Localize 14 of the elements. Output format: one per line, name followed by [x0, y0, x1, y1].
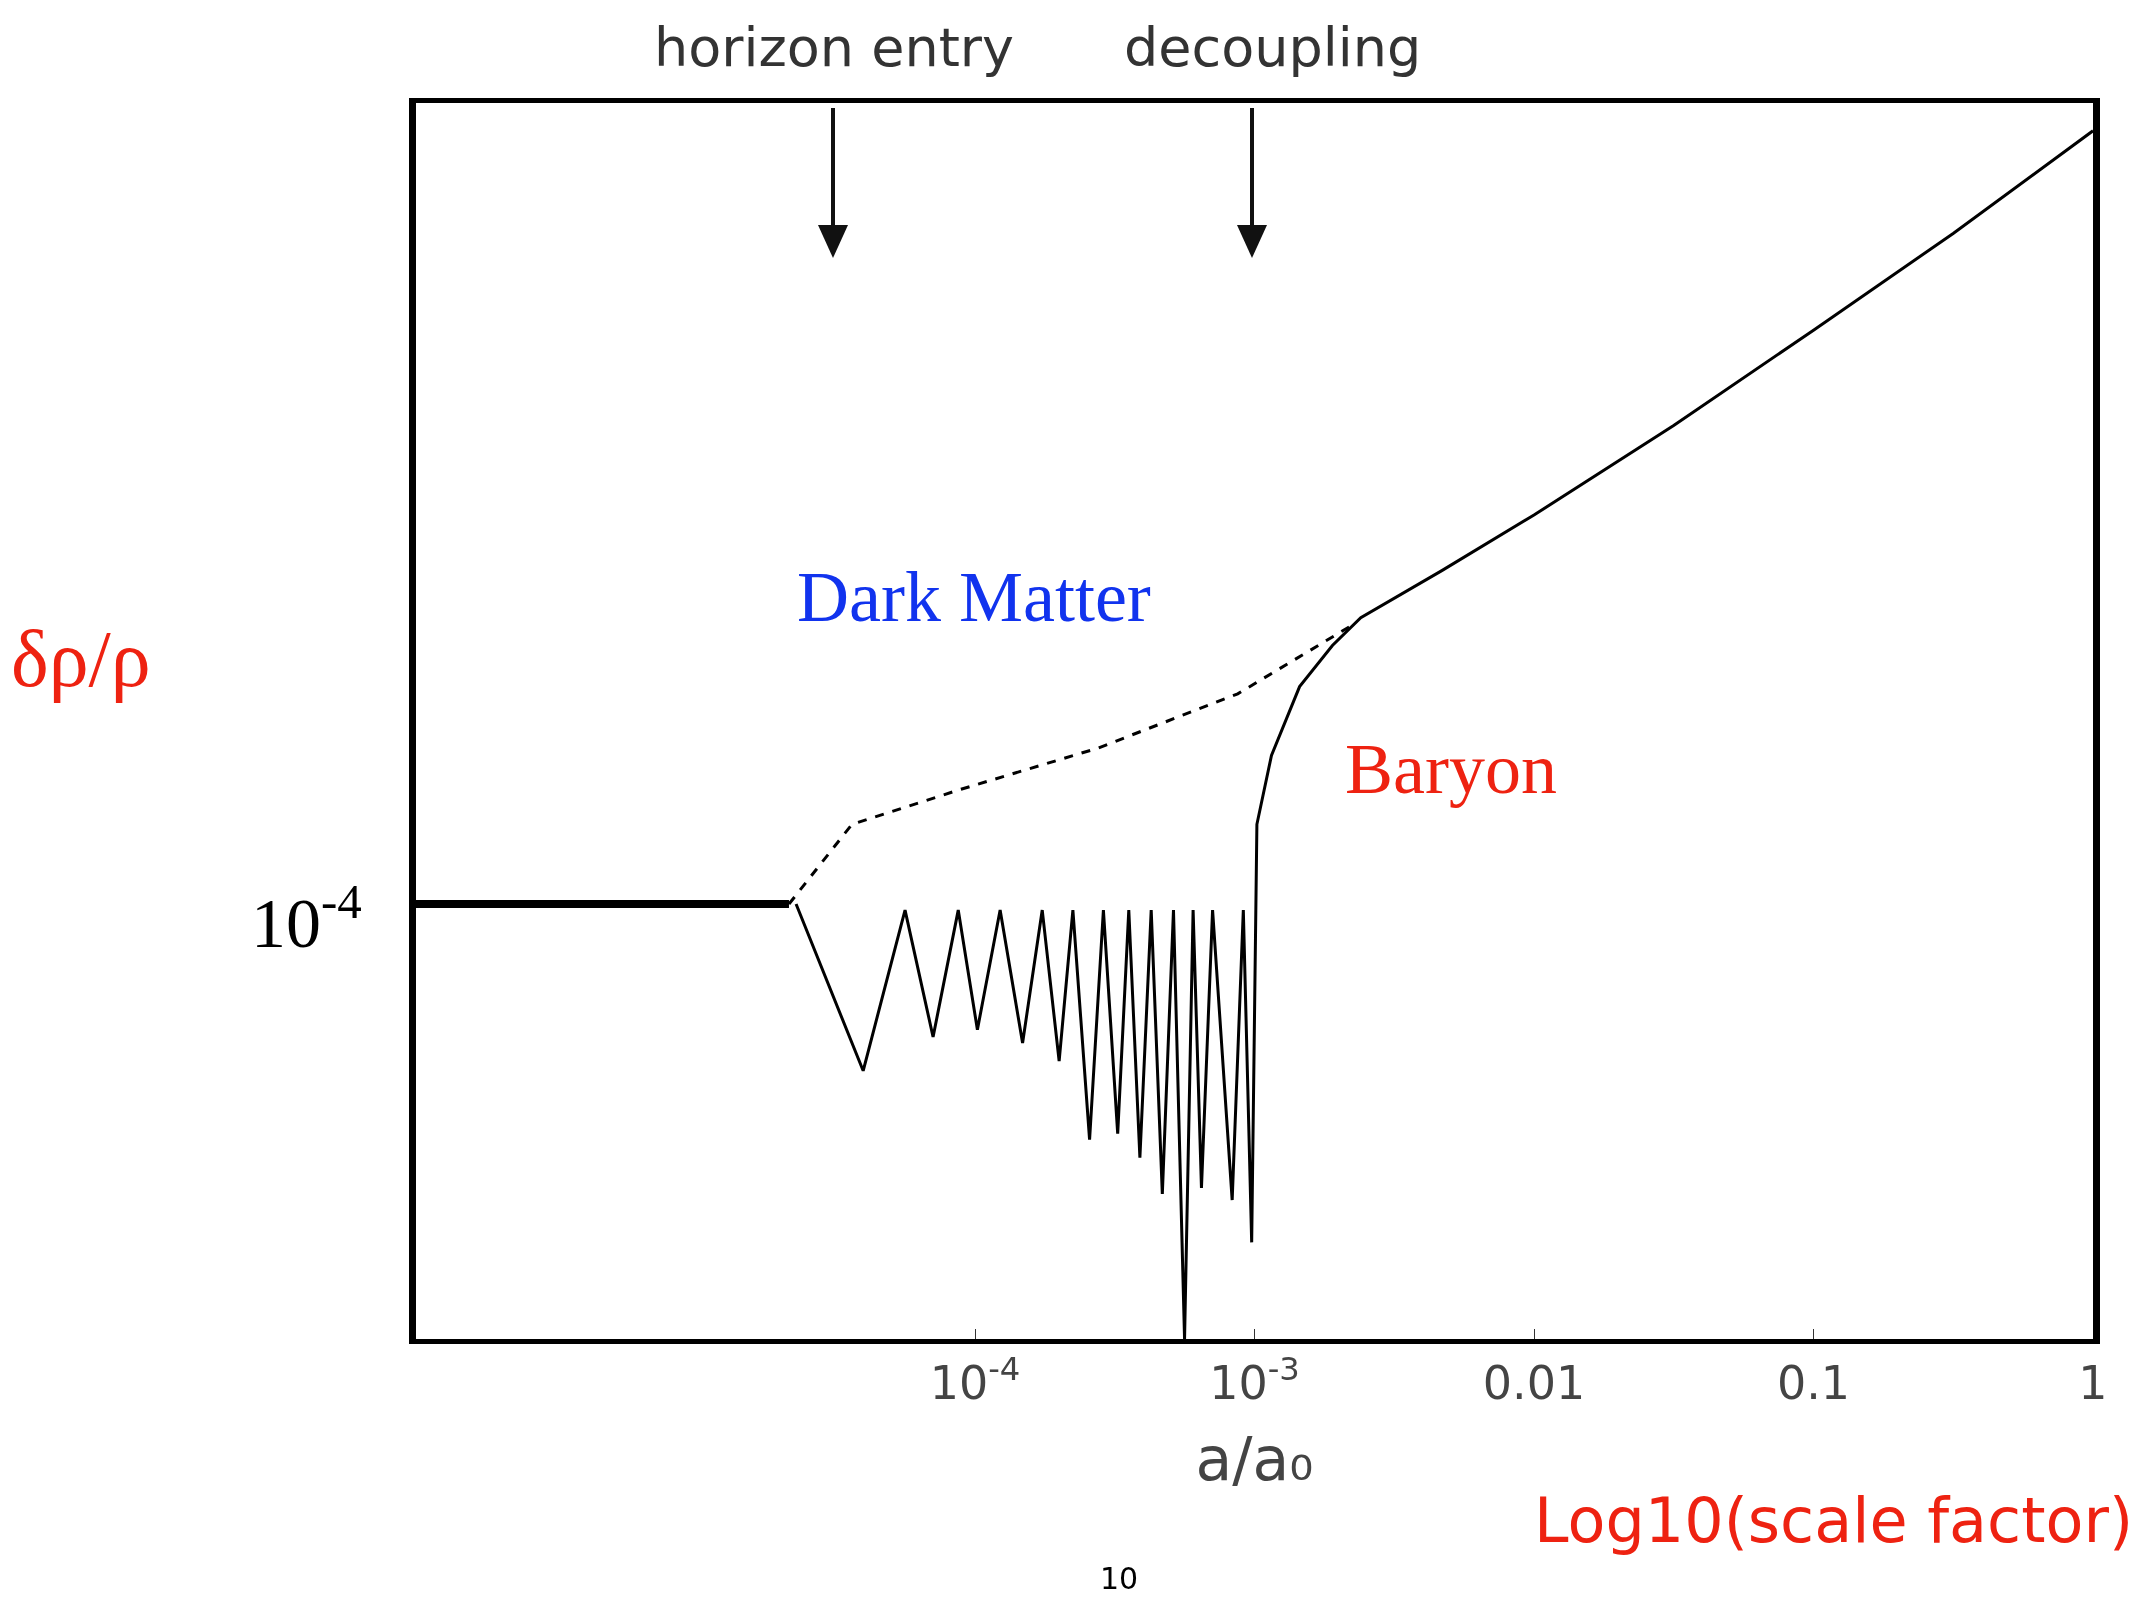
text: decoupling: [1124, 16, 1422, 79]
x-axis-title: a/a₀: [1195, 1423, 1314, 1494]
x-tick-label: 1: [2078, 1356, 2108, 1411]
annotation: Dark Matter: [797, 557, 1151, 637]
x-tick-label: 0.1: [1776, 1356, 1851, 1411]
text: 10$^{-4}$: [251, 874, 362, 963]
text: 10: [1100, 1561, 1139, 1596]
x-tick-label: 10$^{-3}$: [1209, 1349, 1300, 1411]
x-tick-label: 0.01: [1482, 1356, 1586, 1411]
text: Log10(scale factor): [1534, 1484, 2134, 1557]
x-tick-label: 10$^{-4}$: [929, 1349, 1021, 1411]
y-axis-title: δρ/ρ: [11, 615, 151, 703]
annotation: Baryon: [1345, 729, 1557, 809]
text: horizon entry: [654, 16, 1015, 79]
